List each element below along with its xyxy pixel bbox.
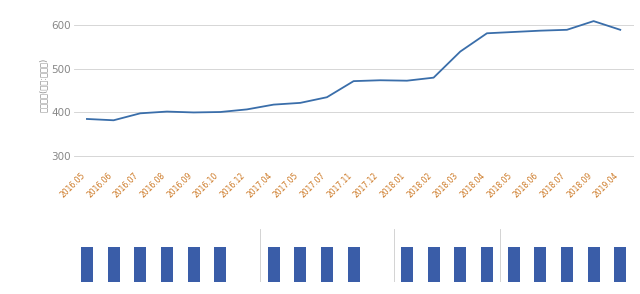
Bar <box>214 247 227 282</box>
Bar <box>561 247 573 282</box>
Bar <box>401 247 413 282</box>
Bar <box>588 247 600 282</box>
Bar <box>268 247 280 282</box>
Y-axis label: 거래금액(단위:백만원): 거래금액(단위:백만원) <box>40 58 49 112</box>
Bar <box>454 247 467 282</box>
Bar <box>508 247 520 282</box>
Bar <box>188 247 200 282</box>
Bar <box>161 247 173 282</box>
Bar <box>134 247 147 282</box>
Bar <box>108 247 120 282</box>
Bar <box>81 247 93 282</box>
Bar <box>294 247 307 282</box>
Bar <box>481 247 493 282</box>
Bar <box>348 247 360 282</box>
Bar <box>321 247 333 282</box>
Bar <box>428 247 440 282</box>
Bar <box>614 247 627 282</box>
Bar <box>534 247 547 282</box>
